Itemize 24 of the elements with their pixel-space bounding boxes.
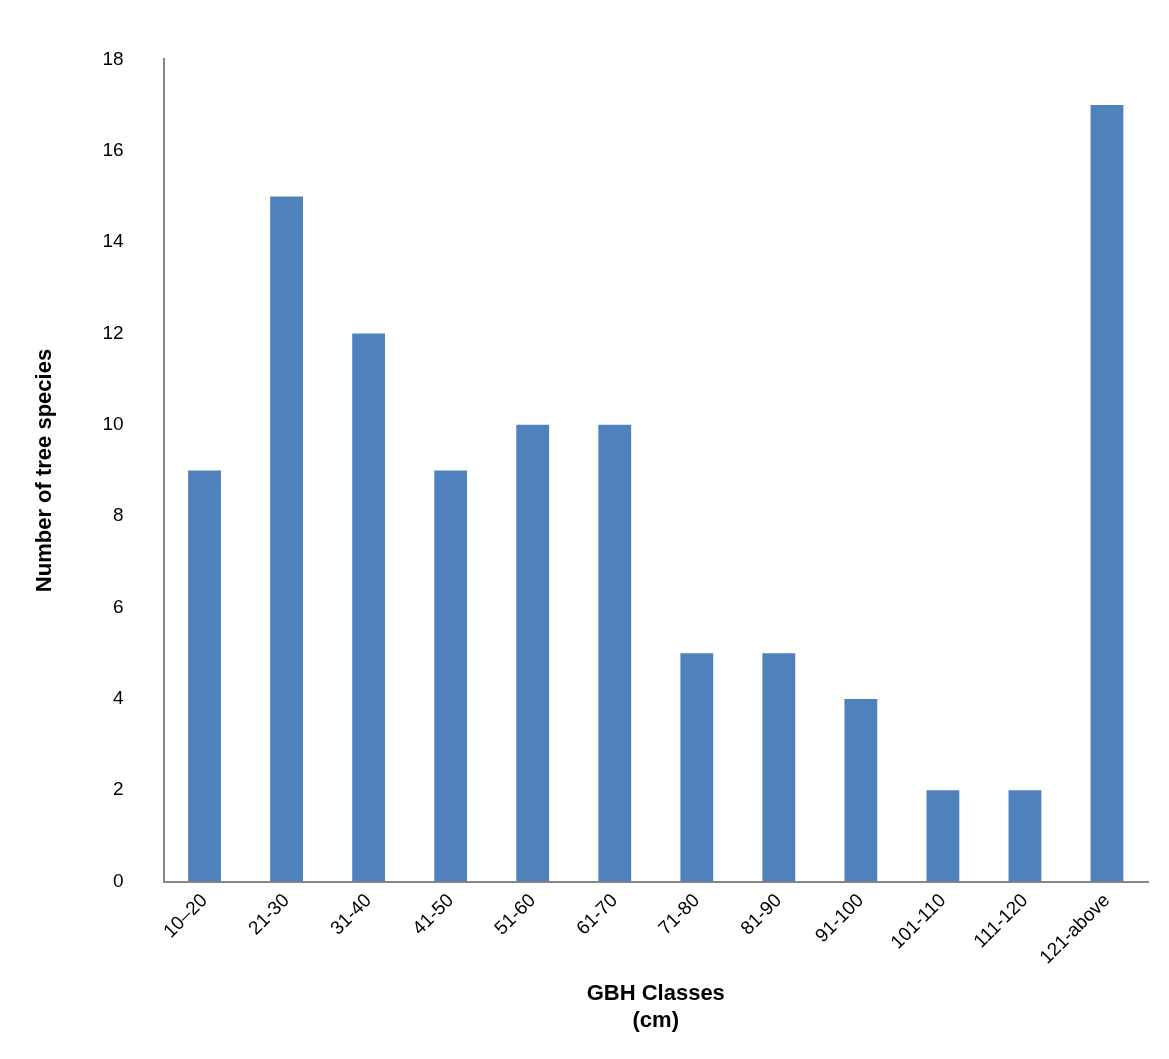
y-tick-label: 10 xyxy=(102,413,124,435)
y-tick-label: 6 xyxy=(112,595,124,617)
y-tick-label: 2 xyxy=(112,778,124,800)
y-tick-label: 18 xyxy=(102,47,124,69)
bar xyxy=(188,470,221,882)
y-tick-label: 8 xyxy=(112,504,124,526)
y-tick-label: 12 xyxy=(102,321,124,343)
bar xyxy=(926,790,960,882)
y-tick-label: 0 xyxy=(112,869,124,891)
bar xyxy=(844,698,878,882)
x-axis-title: GBH Classes (cm) xyxy=(586,980,725,1032)
y-tick-label: 14 xyxy=(102,230,124,252)
bar xyxy=(434,470,468,882)
bar xyxy=(352,333,386,882)
bar xyxy=(762,653,796,882)
bar xyxy=(680,653,714,882)
bar xyxy=(270,196,303,882)
bar xyxy=(1008,790,1042,882)
bar xyxy=(598,424,632,882)
bar xyxy=(516,424,550,882)
bar xyxy=(1090,105,1124,882)
y-tick-label: 16 xyxy=(102,138,124,160)
y-axis-title: Number of tree species xyxy=(31,348,57,593)
y-tick-label: 4 xyxy=(112,687,124,709)
